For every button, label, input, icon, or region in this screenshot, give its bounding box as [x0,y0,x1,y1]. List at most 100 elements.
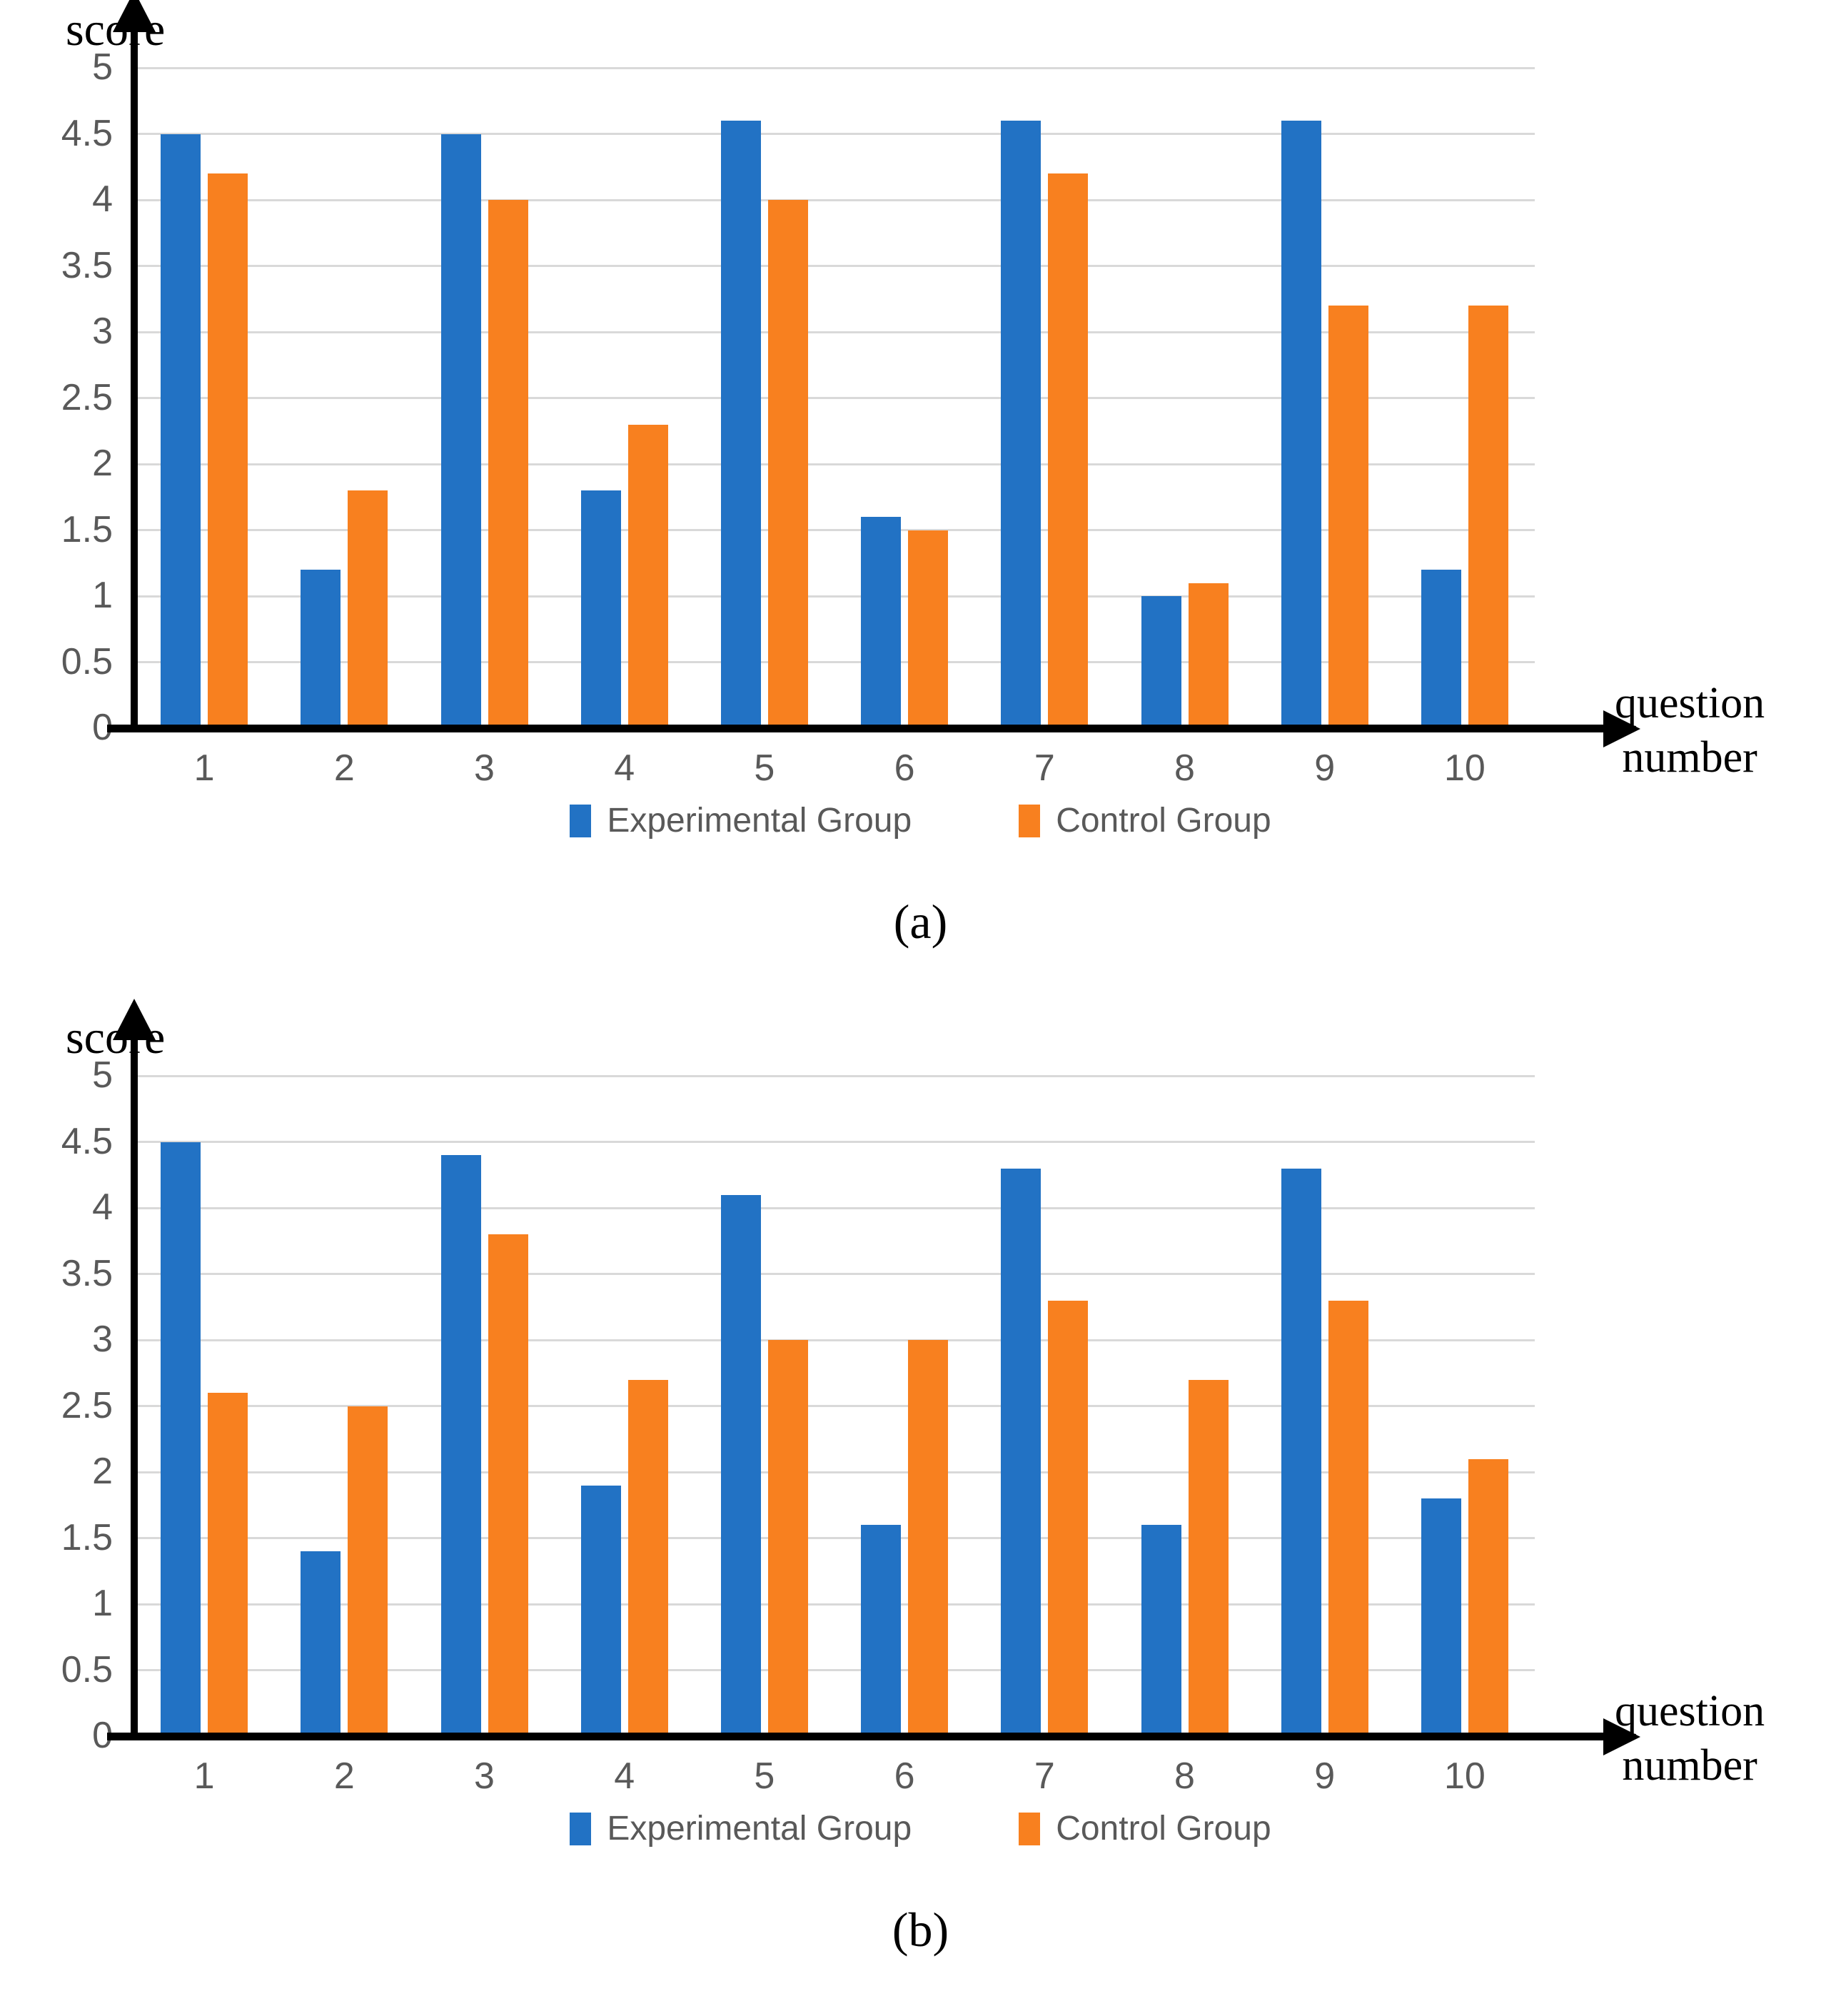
x-tick-label: 9 [1314,747,1336,789]
bar-experimental-q3 [440,1155,481,1736]
y-tick-label: 1.5 [61,508,113,550]
bar-control-q5 [767,200,808,728]
y-tick-label: 4.5 [61,1120,113,1162]
y-tick-label: 3 [92,1318,113,1360]
bar-control-q10 [1468,1458,1508,1736]
bar-experimental-q10 [1421,570,1461,728]
legend-item-experimental: Experimental Group [570,801,912,840]
plot-area: 0 0.5 1 1.5 2 2.5 3 3.5 4 4.5 5 1 2 3 4 5 6 7 8 9 10 [61,999,1640,1797]
legend-item-control: Control Group [1019,1809,1271,1848]
legend: Experimental Group Control Group [0,801,1841,840]
legend: Experimental Group Control Group [0,1809,1841,1848]
bar-experimental-q2 [301,1551,341,1736]
bar-control-q8 [1188,1379,1229,1736]
bar-experimental-q5 [720,121,761,728]
bar-control-q10 [1468,306,1508,728]
x-tick-label: 7 [1034,1755,1055,1797]
x-axis-title-line2: number [1622,1740,1757,1790]
bar-control-q3 [488,1234,528,1736]
bar-experimental-q6 [861,1525,902,1736]
x-tick-label: 6 [894,747,915,789]
gridline [134,133,1535,135]
x-tick-label: 2 [333,1755,355,1797]
bar-control-q1 [208,173,248,728]
bar-control-q4 [627,424,668,728]
gridline [134,1206,1535,1209]
bar-control-q9 [1328,306,1368,728]
legend-label-control: Control Group [1056,1810,1271,1848]
gridline [134,1141,1535,1143]
experimental-swatch-icon [570,804,592,837]
control-swatch-icon [1019,1812,1041,1845]
legend-label-experimental: Experimental Group [607,802,912,840]
bar-control-q8 [1188,583,1229,728]
x-tick-label: 3 [474,747,495,789]
y-tick-label: 3.5 [61,1252,113,1294]
y-tick-label: 0.5 [61,1648,113,1690]
gridline [134,1074,1535,1077]
y-axis-line [131,1037,138,1736]
x-tick-label: 2 [333,747,355,789]
legend-item-experimental: Experimental Group [570,1809,912,1848]
y-tick-label: 0.5 [61,640,113,682]
bar-control-q7 [1048,173,1089,728]
bar-control-q9 [1328,1300,1368,1736]
y-axis-arrow-icon [113,0,156,32]
bar-control-q4 [627,1379,668,1736]
plot-area: 0 0.5 1 1.5 2 2.5 3 3.5 4 4.5 5 1 2 3 4 5 6 7 8 9 10 [61,0,1640,789]
y-tick-label: 1.5 [61,1516,113,1558]
bar-control-q3 [488,200,528,728]
x-tick-label: 10 [1443,747,1486,789]
x-tick-label: 3 [474,1755,495,1797]
gridline [134,1339,1535,1341]
caption-b: (b) [892,1902,949,1957]
x-tick-label: 7 [1034,747,1055,789]
bar-experimental-q7 [1001,121,1041,728]
x-tick-label: 10 [1443,1755,1486,1797]
x-axis-arrow-icon [1603,1718,1640,1755]
gridline [134,331,1535,333]
bar-experimental-q9 [1281,1168,1321,1736]
bar-experimental-q4 [580,490,621,728]
gridline [134,1471,1535,1473]
bar-control-q6 [908,530,949,728]
x-tick-label: 1 [193,1755,215,1797]
gridline [134,529,1535,531]
x-tick-label: 4 [614,1755,635,1797]
x-tick-label: 5 [754,747,775,789]
bar-control-q2 [348,1406,388,1736]
y-tick-label: 2.5 [61,376,113,418]
gridline [134,463,1535,465]
bar-experimental-q9 [1281,121,1321,728]
bar-experimental-q5 [720,1194,761,1736]
chart-b: score 0 0.5 1 1.5 2 2.5 3 3.5 4 4.5 5 1 2 3 4 5 6 7 8 9 10 q… [0,999,1841,2016]
y-tick-label: 5 [92,1054,113,1096]
gridline [134,265,1535,267]
gridline [134,1537,1535,1539]
bar-experimental-q8 [1141,1525,1181,1736]
x-tick-label: 1 [193,747,215,789]
bar-experimental-q1 [161,1141,201,1736]
y-tick-label: 1 [92,1582,113,1624]
gridline [134,198,1535,201]
x-tick-label: 8 [1174,1755,1195,1797]
bar-experimental-q7 [1001,1168,1041,1736]
gridline [134,1669,1535,1671]
x-tick-label: 6 [894,1755,915,1797]
chart-a: score 0 0.5 1 1.5 2 2.5 3 3.5 4 4.5 5 1 2 3 4 5 6 7 8 9 10 q… [0,0,1841,949]
y-tick-label: 2 [92,442,113,484]
y-tick-label: 2.5 [61,1384,113,1426]
gridline [134,1603,1535,1606]
y-tick-label: 1 [92,574,113,616]
bar-experimental-q3 [440,133,481,728]
gridline [134,595,1535,598]
y-tick-label: 3 [92,310,113,352]
y-axis-arrow-icon [113,999,156,1040]
x-tick-label: 8 [1174,747,1195,789]
bar-experimental-q8 [1141,596,1181,728]
gridline [134,66,1535,69]
x-axis-title: question number [1615,677,1765,785]
x-tick-label: 9 [1314,1755,1336,1797]
bar-experimental-q4 [580,1485,621,1736]
